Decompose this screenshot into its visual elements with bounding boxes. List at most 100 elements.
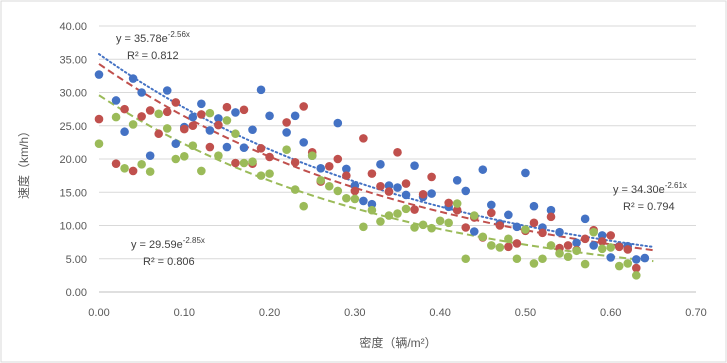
data-point-series-0 bbox=[205, 126, 215, 135]
data-point-series-1 bbox=[282, 118, 291, 127]
eq-green: y = 29.59e-2.85x bbox=[131, 236, 205, 251]
data-point-series-1 bbox=[461, 223, 471, 232]
data-point-series-0 bbox=[461, 186, 471, 196]
data-point-series-1 bbox=[154, 129, 163, 139]
data-point-series-2 bbox=[197, 166, 206, 176]
y-tick-label: 15.00 bbox=[59, 187, 87, 199]
data-point-series-2 bbox=[563, 252, 573, 262]
data-point-series-2 bbox=[324, 181, 334, 191]
data-point-series-1 bbox=[205, 142, 215, 152]
x-tick-label: 0.60 bbox=[600, 307, 621, 319]
data-point-series-1 bbox=[359, 134, 368, 143]
data-point-series-2 bbox=[589, 227, 598, 237]
data-point-series-2 bbox=[222, 116, 232, 125]
data-point-series-2 bbox=[367, 205, 377, 215]
data-point-series-1 bbox=[487, 208, 496, 218]
data-point-series-0 bbox=[589, 241, 598, 250]
data-point-series-0 bbox=[401, 190, 411, 200]
data-point-series-2 bbox=[171, 154, 181, 164]
data-point-series-0 bbox=[359, 196, 368, 206]
data-point-series-2 bbox=[239, 158, 249, 168]
data-point-series-1 bbox=[410, 205, 419, 214]
data-point-series-2 bbox=[580, 259, 590, 269]
data-point-series-1 bbox=[290, 158, 300, 167]
data-point-series-0 bbox=[256, 85, 266, 95]
data-point-series-0 bbox=[452, 175, 462, 185]
data-point-series-2 bbox=[359, 222, 368, 232]
data-point-series-2 bbox=[632, 271, 641, 280]
data-point-series-2 bbox=[597, 244, 607, 254]
data-point-series-0 bbox=[469, 227, 479, 236]
trendline-2 bbox=[98, 94, 654, 263]
data-point-series-2 bbox=[179, 152, 189, 161]
data-point-series-1 bbox=[427, 172, 436, 182]
data-point-series-1 bbox=[299, 102, 308, 111]
data-point-series-0 bbox=[427, 189, 436, 198]
data-point-series-1 bbox=[324, 162, 334, 171]
data-point-series-2 bbox=[120, 164, 129, 173]
data-point-series-2 bbox=[461, 254, 471, 264]
data-point-series-0 bbox=[572, 238, 581, 248]
data-point-series-1 bbox=[546, 212, 556, 222]
data-point-series-1 bbox=[222, 102, 232, 112]
data-point-series-2 bbox=[452, 199, 462, 208]
data-point-series-2 bbox=[145, 167, 155, 176]
data-point-series-2 bbox=[137, 160, 146, 169]
data-point-series-0 bbox=[529, 201, 539, 211]
r2-red: R² = 0.794 bbox=[623, 201, 675, 213]
data-point-series-2 bbox=[205, 108, 215, 118]
data-point-series-2 bbox=[478, 232, 488, 242]
data-point-series-0 bbox=[282, 128, 291, 137]
data-point-series-1 bbox=[94, 114, 104, 124]
x-tick-label: 0.50 bbox=[515, 307, 536, 319]
data-point-series-1 bbox=[563, 241, 573, 250]
data-point-series-1 bbox=[197, 110, 206, 119]
data-point-series-2 bbox=[623, 259, 633, 268]
data-point-series-0 bbox=[120, 127, 129, 137]
data-point-series-2 bbox=[495, 243, 505, 252]
data-point-series-1 bbox=[418, 189, 428, 199]
data-point-series-2 bbox=[188, 141, 198, 150]
y-tick-label: 40.00 bbox=[59, 21, 87, 33]
data-point-series-1 bbox=[538, 228, 547, 238]
y-tick-label: 5.00 bbox=[66, 254, 87, 266]
data-point-series-2 bbox=[342, 193, 351, 203]
data-point-series-0 bbox=[197, 99, 206, 109]
data-point-series-1 bbox=[384, 187, 394, 196]
data-point-series-1 bbox=[614, 242, 624, 252]
data-point-series-0 bbox=[410, 161, 419, 170]
data-point-series-2 bbox=[418, 220, 428, 230]
data-point-series-2 bbox=[410, 223, 419, 232]
r2-blue: R² = 0.812 bbox=[127, 50, 179, 62]
data-point-series-0 bbox=[640, 253, 650, 263]
data-point-series-0 bbox=[316, 164, 326, 173]
data-point-series-0 bbox=[580, 214, 590, 224]
y-tick-label: 20.00 bbox=[59, 154, 87, 166]
data-point-series-2 bbox=[128, 120, 138, 129]
x-tick-label: 0.30 bbox=[344, 307, 365, 319]
data-point-series-0 bbox=[597, 231, 607, 240]
data-point-series-0 bbox=[487, 200, 496, 210]
data-point-series-0 bbox=[546, 205, 556, 215]
data-point-series-0 bbox=[393, 183, 402, 192]
data-point-series-0 bbox=[94, 70, 104, 79]
axes: 0.00 5.00 10.00 15.00 20.00 25.00 30.00 35.00 40… bbox=[59, 21, 706, 319]
data-point-series-2 bbox=[538, 254, 547, 264]
data-point-series-1 bbox=[256, 144, 266, 153]
x-tick-label: 0.20 bbox=[259, 307, 280, 319]
data-point-series-0 bbox=[290, 111, 300, 121]
data-point-series-1 bbox=[495, 221, 505, 230]
data-point-series-2 bbox=[256, 171, 266, 180]
y-tick-label: 35.00 bbox=[59, 54, 87, 66]
data-point-series-2 bbox=[384, 211, 394, 220]
y-tick-label: 30.00 bbox=[59, 88, 87, 100]
data-point-series-2 bbox=[546, 241, 556, 250]
data-point-series-0 bbox=[376, 160, 385, 169]
data-point-series-0 bbox=[555, 227, 564, 237]
data-point-series-2 bbox=[444, 218, 453, 228]
data-point-series-0 bbox=[231, 108, 240, 117]
data-point-series-1 bbox=[512, 239, 522, 248]
data-point-series-1 bbox=[342, 171, 351, 180]
